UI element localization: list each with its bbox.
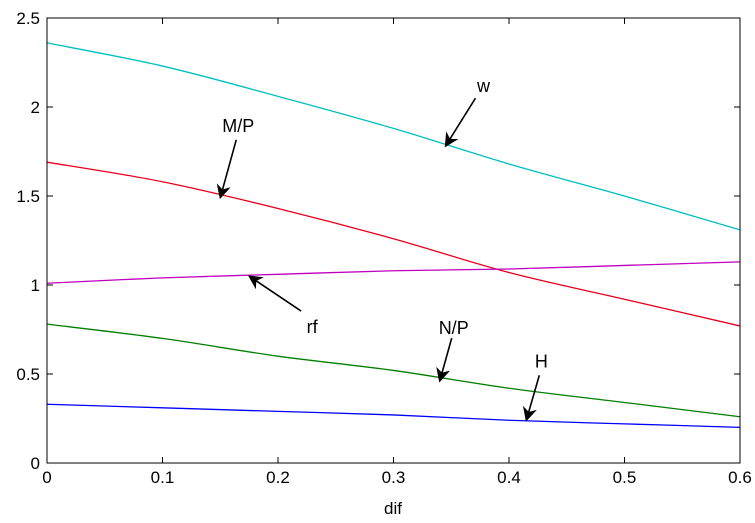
annotation-label: rf — [307, 317, 319, 337]
y-tick-label: 1 — [31, 276, 40, 295]
plot-area — [47, 18, 740, 463]
x-tick-label: 0.1 — [151, 468, 175, 487]
annotation-label: H — [535, 351, 548, 371]
annotation-arrow — [523, 375, 541, 422]
annotation-label: N/P — [439, 318, 469, 338]
x-axis-title: dif — [384, 499, 402, 518]
series-line-h — [46, 403, 741, 429]
series-line-n-p — [46, 323, 741, 418]
annotation-arrow — [216, 139, 238, 200]
x-tick-label: 0.4 — [497, 468, 521, 487]
annotation-label: M/P — [222, 116, 254, 136]
x-tick-label: 0.5 — [613, 468, 637, 487]
series-line-rf — [46, 261, 741, 284]
x-tick-label: 0.6 — [728, 468, 752, 487]
series-line-w — [46, 42, 741, 231]
y-tick-label: 0 — [31, 454, 40, 473]
axis-layer: 0 0.1 0.2 0.3 0.4 0.5 0.6 0 0.5 1 1.5 2 2.5 — [16, 9, 751, 487]
annotation-label: w — [476, 76, 491, 96]
series-layer — [46, 42, 741, 429]
y-tick-label: 2.5 — [16, 9, 40, 28]
y-tick-label: 1.5 — [16, 187, 40, 206]
x-tick-label: 0.2 — [266, 468, 290, 487]
series-line-m-p — [46, 161, 741, 327]
y-tick-label: 2 — [31, 98, 40, 117]
y-tick-label: 0.5 — [16, 365, 40, 384]
x-tick-label: 0.3 — [382, 468, 406, 487]
annotation-arrow — [247, 275, 302, 312]
x-tick-label: 0 — [42, 468, 51, 487]
annotation-layer: w M/P rf N/P H — [216, 76, 548, 422]
annotation-arrow — [436, 337, 453, 383]
annotation-arrow — [444, 97, 477, 148]
